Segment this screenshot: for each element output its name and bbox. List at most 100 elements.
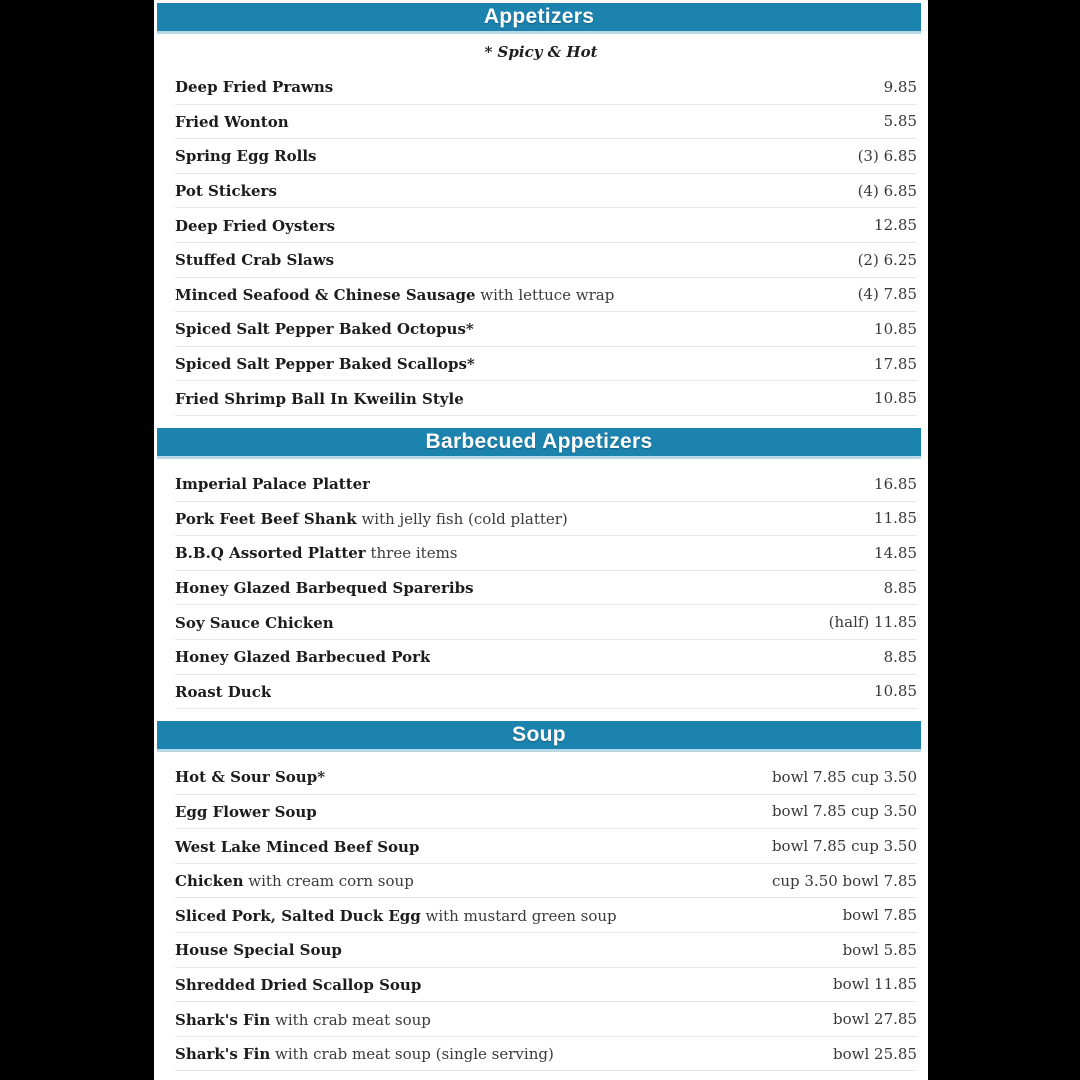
item-name: House Special Soup <box>175 941 342 960</box>
item-price: bowl 5.85 <box>842 940 917 959</box>
menu-item-row: Roast Duck 10.85 <box>175 675 917 710</box>
item-price: bowl 7.85 cup 3.50 <box>771 767 917 786</box>
item-name: Chicken <box>175 872 244 891</box>
item-price: 16.85 <box>874 474 917 493</box>
menu-item-row: Deep Fried Oysters 12.85 <box>175 208 917 243</box>
menu-item-row: Hot & Sour Soup* bowl 7.85 cup 3.50 <box>175 760 917 795</box>
item-name: Imperial Palace Platter <box>175 475 371 494</box>
menu-item-row: Fried Shrimp Ball In Kweilin Style 10.85 <box>175 381 917 416</box>
item-price: 14.85 <box>874 543 917 562</box>
item-price: 11.85 <box>874 509 917 528</box>
item-price: 9.85 <box>883 77 917 96</box>
item-name: Soy Sauce Chicken <box>175 613 334 632</box>
item-name: Egg Flower Soup <box>175 802 317 821</box>
item-price: bowl 11.85 <box>833 975 917 994</box>
menu-item-text: Honey Glazed Barbequed Spareribs <box>175 578 474 597</box>
item-name: Honey Glazed Barbecued Pork <box>175 648 431 667</box>
item-price: bowl 7.85 cup 3.50 <box>771 837 917 856</box>
menu-item-row: Chicken with cream corn soup cup 3.50 bo… <box>175 864 917 899</box>
menu-section: Appetizers * Spicy & Hot Deep Fried Praw… <box>154 3 928 416</box>
menu-item-text: Shark's Fin with crab meat soup <box>175 1010 431 1029</box>
menu-item-text: Minced Seafood & Chinese Sausage with le… <box>175 285 614 304</box>
menu-section: Barbecued Appetizers Imperial Palace Pla… <box>154 427 928 710</box>
item-name: Hot & Sour Soup* <box>175 768 326 787</box>
menu-item-text: Shredded Dried Scallop Soup <box>175 975 421 994</box>
section-header-bar: Soup <box>157 721 921 753</box>
item-name: Deep Fried Prawns <box>175 78 334 97</box>
item-price: 8.85 <box>883 647 917 666</box>
item-price: 10.85 <box>874 682 917 701</box>
item-desc: with crab meat soup <box>270 1010 431 1029</box>
menu-item-text: Roast Duck <box>175 682 271 701</box>
menu-list: Deep Fried Prawns 9.85 Fried Wonton 5.85… <box>175 70 917 416</box>
menu-list: Hot & Sour Soup* bowl 7.85 cup 3.50 Egg … <box>175 752 917 1072</box>
menu-item-text: Egg Flower Soup <box>175 802 317 821</box>
item-name: Shredded Dried Scallop Soup <box>175 975 422 994</box>
section-header-bar: Barbecued Appetizers <box>157 427 921 459</box>
item-name: Pot Stickers <box>175 182 277 201</box>
menu-item-row: West Lake Minced Beef Soup bowl 7.85 cup… <box>175 829 917 864</box>
item-price: bowl 7.85 cup 3.50 <box>771 802 917 821</box>
item-name: Sliced Pork, Salted Duck Egg <box>175 906 421 925</box>
menu-section: Soup Hot & Sour Soup* bowl 7.85 cup 3.50… <box>154 721 928 1072</box>
menu-item-text: Spiced Salt Pepper Baked Scallops* <box>175 354 475 373</box>
menu-item-row: B.B.Q Assorted Platter three items 14.85 <box>175 536 917 571</box>
menu-item-text: West Lake Minced Beef Soup <box>175 837 419 856</box>
menu-item-text: House Special Soup <box>175 940 342 959</box>
item-price: 8.85 <box>883 578 917 597</box>
section-title: Appetizers <box>483 5 595 28</box>
item-price: (2) 6.25 <box>857 250 917 269</box>
item-desc: with lettuce wrap <box>475 285 615 304</box>
menu-item-row: Spiced Salt Pepper Baked Octopus* 10.85 <box>175 312 917 347</box>
menu-item-text: Pot Stickers <box>175 181 277 200</box>
section-title: Soup <box>512 723 566 747</box>
menu-item-row: Egg Flower Soup bowl 7.85 cup 3.50 <box>175 795 917 830</box>
menu-item-row: House Special Soup bowl 5.85 <box>175 933 917 968</box>
item-name: West Lake Minced Beef Soup <box>175 837 420 856</box>
item-price: cup 3.50 bowl 7.85 <box>771 871 917 890</box>
item-name: Shark's Fin <box>175 1045 271 1064</box>
item-name: Shark's Fin <box>175 1010 271 1029</box>
item-name: B.B.Q Assorted Platter <box>175 544 366 563</box>
menu-item-text: Imperial Palace Platter <box>175 474 370 493</box>
menu-item-text: Soy Sauce Chicken <box>175 613 334 632</box>
item-price: 12.85 <box>874 216 917 235</box>
menu-item-row: Fried Wonton 5.85 <box>175 105 917 140</box>
menu-item-row: Honey Glazed Barbecued Pork 8.85 <box>175 640 917 675</box>
menu-item-row: Stuffed Crab Slaws (2) 6.25 <box>175 243 917 278</box>
menu-item-row: Spring Egg Rolls (3) 6.85 <box>175 139 917 174</box>
item-price: (4) 6.85 <box>857 181 917 200</box>
item-name: Spiced Salt Pepper Baked Scallops* <box>175 355 475 374</box>
item-name: Stuffed Crab Slaws <box>175 251 335 270</box>
menu-item-row: Shark's Fin with crab meat soup (single … <box>175 1037 917 1072</box>
menu-item-text: Spring Egg Rolls <box>175 146 316 165</box>
spicy-note: * Spicy & Hot <box>484 43 598 61</box>
menu-item-text: Stuffed Crab Slaws <box>175 250 334 269</box>
menu-list: Imperial Palace Platter 16.85 Pork Feet … <box>175 459 917 710</box>
menu-item-text: Fried Wonton <box>175 112 289 131</box>
item-name: Fried Shrimp Ball In Kweilin Style <box>175 389 464 408</box>
item-name: Honey Glazed Barbequed Spareribs <box>175 579 474 598</box>
menu-item-row: Pork Feet Beef Shank with jelly fish (co… <box>175 502 917 537</box>
item-name: Minced Seafood & Chinese Sausage <box>175 285 476 304</box>
section-title: Barbecued Appetizers <box>425 429 653 453</box>
menu-item-text: B.B.Q Assorted Platter three items <box>175 543 458 562</box>
section-header-bar: Appetizers <box>157 3 921 34</box>
menu-item-text: Spiced Salt Pepper Baked Octopus* <box>175 319 474 338</box>
item-price: 10.85 <box>874 389 917 408</box>
item-name: Spring Egg Rolls <box>175 147 317 166</box>
item-price: (4) 7.85 <box>857 285 917 304</box>
menu-item-row: Soy Sauce Chicken (half) 11.85 <box>175 605 917 640</box>
item-desc: with cream corn soup <box>243 872 414 891</box>
item-name: Fried Wonton <box>175 112 289 131</box>
menu-item-text: Fried Shrimp Ball In Kweilin Style <box>175 389 464 408</box>
item-name: Spiced Salt Pepper Baked Octopus* <box>175 320 474 339</box>
menu-item-text: Chicken with cream corn soup <box>175 871 414 890</box>
item-desc: with jelly fish (cold platter) <box>356 509 568 528</box>
menu-item-row: Imperial Palace Platter 16.85 <box>175 467 917 502</box>
menu-item-row: Honey Glazed Barbequed Spareribs 8.85 <box>175 571 917 606</box>
item-name: Pork Feet Beef Shank <box>175 509 357 528</box>
menu-item-text: Pork Feet Beef Shank with jelly fish (co… <box>175 509 568 528</box>
menu-panel: Appetizers * Spicy & Hot Deep Fried Praw… <box>154 0 928 1080</box>
item-name: Deep Fried Oysters <box>175 216 336 235</box>
